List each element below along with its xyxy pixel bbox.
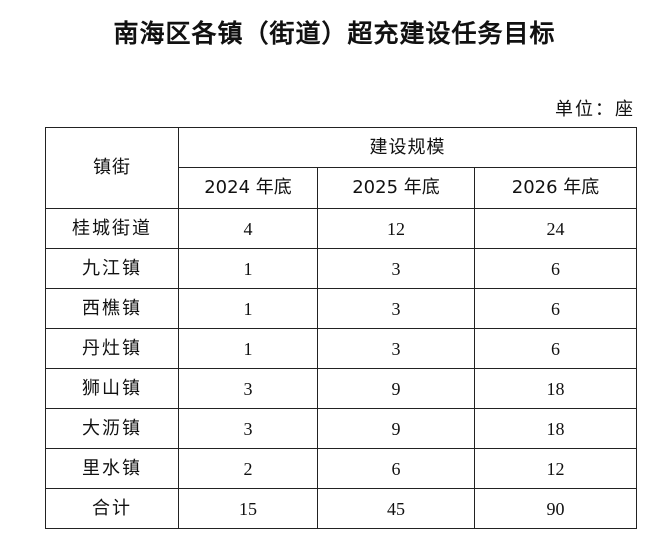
table-row: 丹灶镇 1 3 6 (45, 328, 638, 369)
total-2025: 45 (317, 488, 475, 529)
document-title: 南海区各镇（街道）超充建设任务目标 (113, 19, 556, 48)
row-town-name: 西樵镇 (45, 288, 179, 329)
cell-2026: 6 (473, 288, 638, 329)
cell-2025: 9 (317, 368, 475, 409)
row-total-label: 合计 (45, 488, 179, 529)
targets-table: 镇街 建设规模 2024 年底 2025 年底 2026 年底 桂城街道 4 1… (45, 127, 638, 529)
cell-2026: 24 (473, 208, 638, 249)
cell-2026: 18 (473, 408, 638, 449)
row-town-name: 狮山镇 (45, 368, 179, 409)
table-row: 狮山镇 3 9 18 (45, 368, 638, 409)
header-town: 镇街 (45, 127, 179, 209)
cell-2026: 12 (473, 448, 638, 489)
header-year-2026: 2026 年底 (473, 167, 638, 209)
header-year-2025: 2025 年底 (317, 167, 475, 209)
cell-2024: 1 (178, 288, 318, 329)
cell-2024: 1 (178, 248, 318, 289)
cell-2024: 4 (178, 208, 318, 249)
cell-2025: 6 (317, 448, 475, 489)
cell-2024: 1 (178, 328, 318, 369)
table-header-row-2: 2024 年底 2025 年底 2026 年底 (46, 167, 638, 209)
cell-2024: 3 (178, 368, 318, 409)
table-row: 大沥镇 3 9 18 (45, 408, 638, 449)
row-town-name: 桂城街道 (45, 208, 179, 249)
cell-2024: 3 (178, 408, 318, 449)
cell-2026: 6 (473, 248, 638, 289)
table-row: 西樵镇 1 3 6 (45, 288, 638, 329)
cell-2025: 3 (317, 288, 475, 329)
cell-2025: 3 (317, 328, 475, 369)
cell-2024: 2 (178, 448, 318, 489)
cell-2025: 3 (317, 248, 475, 289)
cell-2026: 18 (473, 368, 638, 409)
table-header-row-1: 镇街 建设规模 (45, 127, 638, 209)
total-2026: 90 (473, 488, 638, 529)
header-year-2024: 2024 年底 (178, 167, 318, 209)
row-town-name: 丹灶镇 (45, 328, 179, 369)
table-row: 九江镇 1 3 6 (45, 248, 638, 289)
total-2024: 15 (178, 488, 318, 529)
table-total-row: 合计 15 45 90 (45, 488, 638, 529)
cell-2025: 9 (317, 408, 475, 449)
table-row: 里水镇 2 6 12 (45, 448, 638, 489)
table-row: 桂城街道 4 12 24 (45, 208, 638, 249)
row-town-name: 里水镇 (45, 448, 179, 489)
header-build-scale: 建设规模 (177, 127, 638, 168)
cell-2025: 12 (317, 208, 475, 249)
row-town-name: 九江镇 (45, 248, 179, 289)
unit-label: 单位：座 (555, 99, 635, 120)
cell-2026: 6 (473, 328, 638, 369)
row-town-name: 大沥镇 (45, 408, 179, 449)
